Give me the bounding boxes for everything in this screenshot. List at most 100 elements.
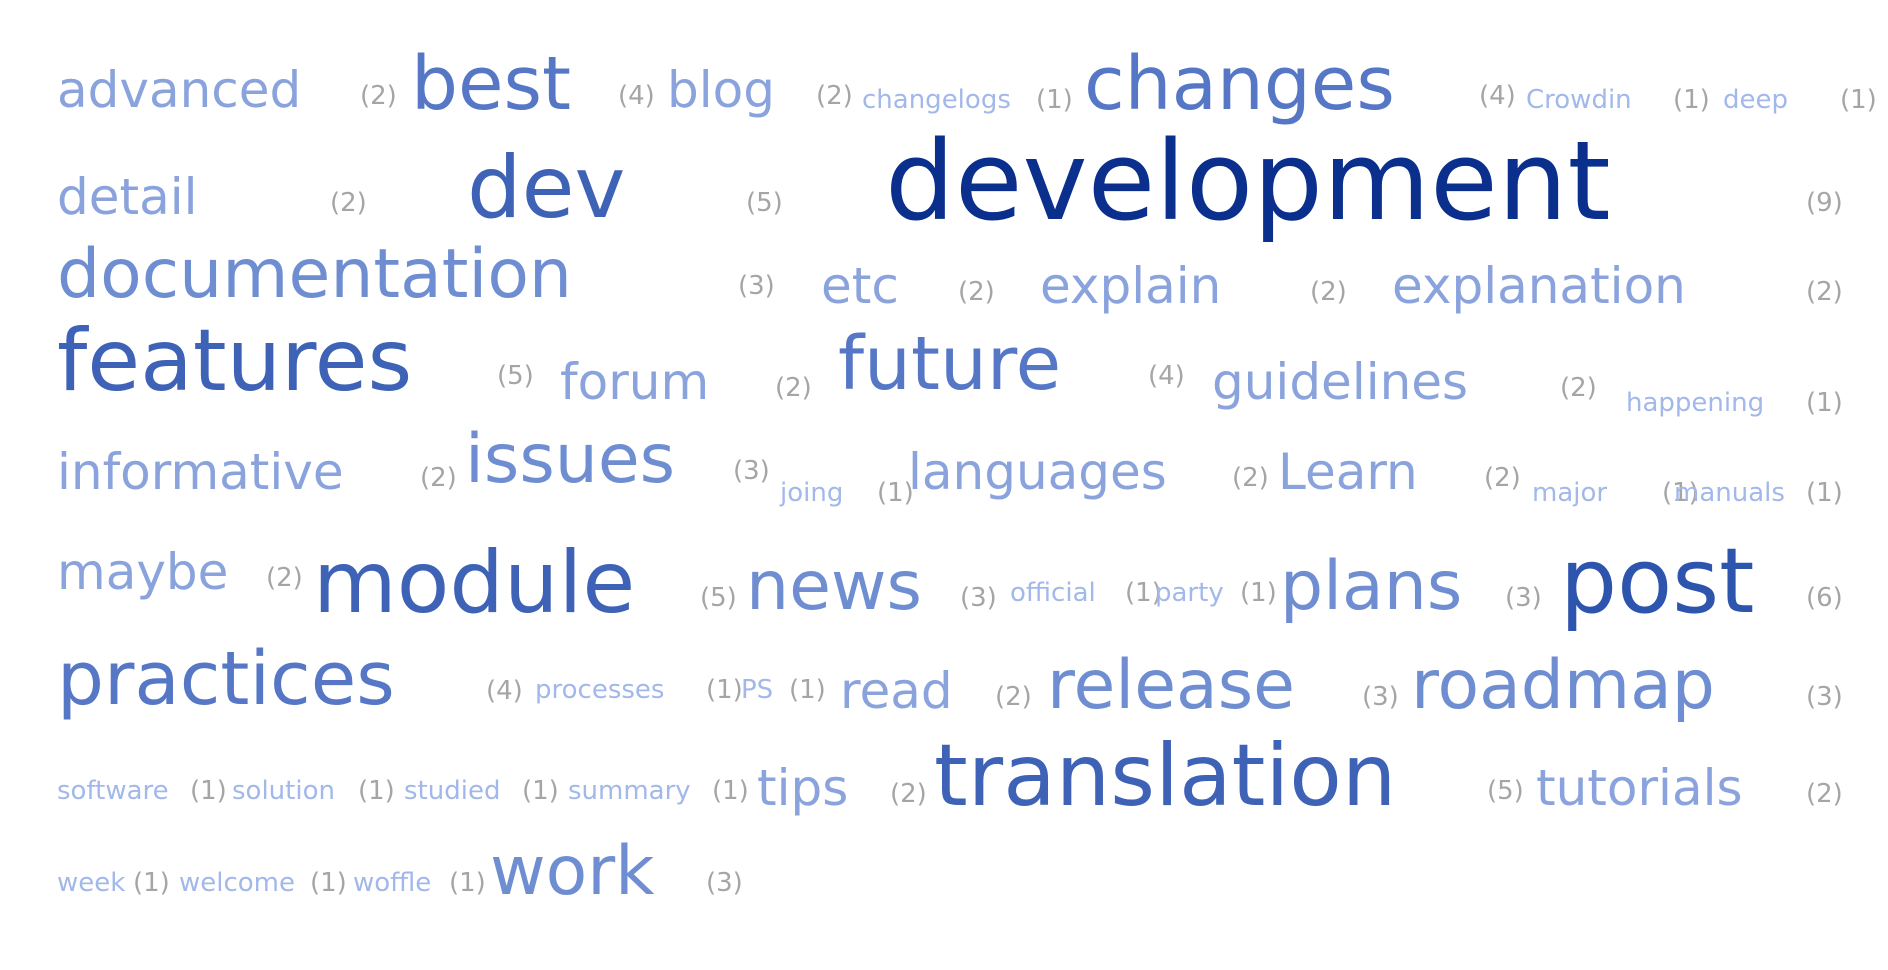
tag-release[interactable]: release <box>1047 646 1295 725</box>
tag-changelogs[interactable]: changelogs <box>862 85 1011 115</box>
tag-documentation[interactable]: documentation <box>57 235 573 314</box>
tag-count-module: (5) <box>700 583 737 613</box>
tag-dev[interactable]: dev <box>467 138 626 238</box>
tag-count-work: (3) <box>706 868 743 898</box>
tag-count-translation: (5) <box>1487 776 1524 806</box>
tag-studied[interactable]: studied <box>404 776 501 806</box>
tag-tips[interactable]: tips <box>757 759 849 817</box>
tag-deep[interactable]: deep <box>1723 85 1788 115</box>
tag-summary[interactable]: summary <box>568 776 691 806</box>
tag-count-processes: (1) <box>706 675 743 705</box>
tag-count-summary: (1) <box>712 776 749 806</box>
tag-detail[interactable]: detail <box>57 168 198 226</box>
tag-solution[interactable]: solution <box>232 776 335 806</box>
tag-count-practices: (4) <box>486 676 523 706</box>
tag-processes[interactable]: processes <box>535 675 665 705</box>
tag-happening[interactable]: happening <box>1626 388 1765 418</box>
tag-crowdin[interactable]: Crowdin <box>1526 85 1632 115</box>
tag-ps[interactable]: PS <box>741 675 774 705</box>
tag-tutorials[interactable]: tutorials <box>1536 759 1743 817</box>
tag-future[interactable]: future <box>838 321 1062 407</box>
tag-manuals[interactable]: manuals <box>1674 478 1785 508</box>
tag-issues[interactable]: issues <box>465 420 676 499</box>
tag-count-solution: (1) <box>358 776 395 806</box>
tag-etc[interactable]: etc <box>821 257 899 315</box>
tag-count-joing: (1) <box>877 478 914 508</box>
tag-week[interactable]: week <box>57 868 126 898</box>
tag-count-official: (1) <box>1125 578 1162 608</box>
tag-practices[interactable]: practices <box>57 636 395 722</box>
tag-major[interactable]: major <box>1532 478 1608 508</box>
tag-features[interactable]: features <box>57 311 413 411</box>
tag-count-read: (2) <box>995 682 1032 712</box>
tag-count-week: (1) <box>133 868 170 898</box>
tag-official[interactable]: official <box>1010 578 1096 608</box>
tag-party[interactable]: party <box>1155 578 1224 608</box>
tag-count-guidelines: (2) <box>1560 373 1597 403</box>
tag-learn[interactable]: Learn <box>1278 443 1418 501</box>
tag-advanced[interactable]: advanced <box>57 61 302 119</box>
tag-count-party: (1) <box>1240 578 1277 608</box>
tag-count-changelogs: (1) <box>1036 85 1073 115</box>
tag-count-welcome: (1) <box>310 868 347 898</box>
tag-count-languages: (2) <box>1232 463 1269 493</box>
tag-count-features: (5) <box>497 361 534 391</box>
tag-count-post: (6) <box>1806 583 1843 613</box>
tag-explanation[interactable]: explanation <box>1392 257 1686 315</box>
tag-count-major: (1) <box>1662 478 1699 508</box>
tag-changes[interactable]: changes <box>1084 41 1395 127</box>
tag-count-deep: (1) <box>1840 85 1877 115</box>
tag-count-changes: (4) <box>1479 81 1516 111</box>
tag-count-news: (3) <box>960 583 997 613</box>
tag-count-explanation: (2) <box>1806 277 1843 307</box>
tag-count-documentation: (3) <box>738 271 775 301</box>
tag-count-advanced: (2) <box>360 81 397 111</box>
tag-count-software: (1) <box>190 776 227 806</box>
tag-count-development: (9) <box>1806 188 1843 218</box>
tag-languages[interactable]: languages <box>908 443 1167 501</box>
tag-count-dev: (5) <box>746 188 783 218</box>
tag-count-issues: (3) <box>733 456 770 486</box>
tag-count-explain: (2) <box>1310 277 1347 307</box>
tag-count-crowdin: (1) <box>1673 85 1710 115</box>
tag-roadmap[interactable]: roadmap <box>1411 646 1715 725</box>
tag-guidelines[interactable]: guidelines <box>1212 353 1469 411</box>
tag-count-etc: (2) <box>958 277 995 307</box>
tag-count-best: (4) <box>618 81 655 111</box>
tag-welcome[interactable]: welcome <box>179 868 296 898</box>
tag-count-manuals: (1) <box>1806 478 1843 508</box>
tag-count-forum: (2) <box>775 373 812 403</box>
tag-count-tips: (2) <box>890 779 927 809</box>
tag-module[interactable]: module <box>313 533 636 633</box>
tag-software[interactable]: software <box>57 776 169 806</box>
tag-blog[interactable]: blog <box>667 61 775 119</box>
tag-count-studied: (1) <box>522 776 559 806</box>
tag-forum[interactable]: forum <box>560 353 710 411</box>
tag-joing[interactable]: joing <box>780 478 844 508</box>
tag-news[interactable]: news <box>746 547 922 626</box>
tag-read[interactable]: read <box>840 662 953 720</box>
tag-count-release: (3) <box>1362 682 1399 712</box>
tag-count-maybe: (2) <box>266 563 303 593</box>
tag-count-detail: (2) <box>330 188 367 218</box>
tag-development[interactable]: development <box>885 117 1611 245</box>
tag-post[interactable]: post <box>1560 529 1755 634</box>
tag-count-blog: (2) <box>816 81 853 111</box>
tag-maybe[interactable]: maybe <box>57 543 229 601</box>
tag-count-ps: (1) <box>789 675 826 705</box>
tag-explain[interactable]: explain <box>1040 257 1222 315</box>
tag-count-learn: (2) <box>1484 463 1521 493</box>
tag-translation[interactable]: translation <box>934 726 1397 826</box>
tag-count-happening: (1) <box>1806 388 1843 418</box>
tag-informative[interactable]: informative <box>57 443 344 501</box>
tag-count-roadmap: (3) <box>1806 682 1843 712</box>
tag-woffle[interactable]: woffle <box>353 868 432 898</box>
tag-work[interactable]: work <box>490 832 655 911</box>
tag-count-future: (4) <box>1148 361 1185 391</box>
tag-count-informative: (2) <box>420 463 457 493</box>
tag-plans[interactable]: plans <box>1280 547 1463 626</box>
tag-count-tutorials: (2) <box>1806 779 1843 809</box>
tag-count-woffle: (1) <box>449 868 486 898</box>
tag-best[interactable]: best <box>411 41 572 127</box>
